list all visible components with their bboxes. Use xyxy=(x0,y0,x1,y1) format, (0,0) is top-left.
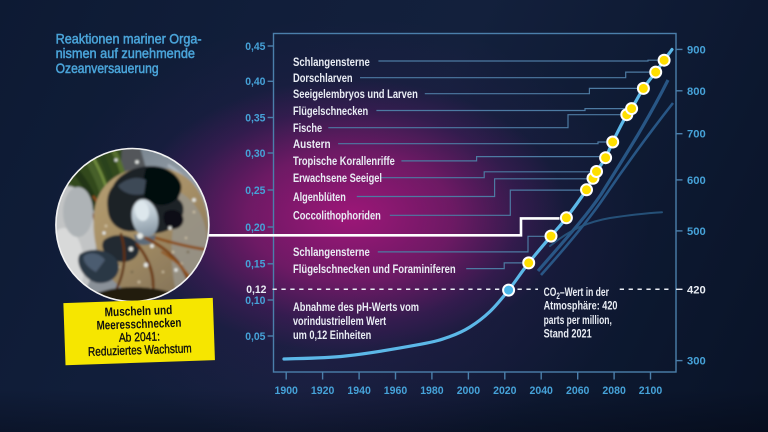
svg-text:CO2–Wert in der: CO2–Wert in der xyxy=(544,285,609,301)
svg-text:2040: 2040 xyxy=(530,385,553,397)
svg-text:300: 300 xyxy=(687,356,706,368)
svg-text:0,40: 0,40 xyxy=(245,76,265,88)
svg-text:Meeresschnecken: Meeresschnecken xyxy=(96,316,181,333)
svg-text:nismen auf zunehmende: nismen auf zunehmende xyxy=(56,46,195,61)
svg-text:1980: 1980 xyxy=(420,385,443,397)
svg-text:0,12: 0,12 xyxy=(246,284,266,296)
svg-text:420: 420 xyxy=(687,284,706,296)
svg-text:Flügelschnecken: Flügelschnecken xyxy=(293,104,368,118)
svg-text:Coccolithophoriden: Coccolithophoriden xyxy=(293,209,381,223)
svg-text:1920: 1920 xyxy=(311,385,334,397)
svg-text:2080: 2080 xyxy=(602,385,625,397)
svg-text:0,10: 0,10 xyxy=(245,295,265,307)
svg-text:parts per million,: parts per million, xyxy=(544,313,612,327)
svg-text:Abnahme des pH-Werts vom: Abnahme des pH-Werts vom xyxy=(293,300,419,314)
svg-text:Dorschlarven: Dorschlarven xyxy=(293,71,353,85)
svg-text:Ozeanversauerung: Ozeanversauerung xyxy=(56,61,159,76)
svg-text:800: 800 xyxy=(687,86,706,98)
svg-text:700: 700 xyxy=(687,129,706,141)
svg-text:500: 500 xyxy=(687,226,706,238)
svg-text:Muscheln und: Muscheln und xyxy=(104,303,172,319)
svg-text:1940: 1940 xyxy=(347,385,370,397)
svg-text:900: 900 xyxy=(687,44,706,56)
svg-text:2000: 2000 xyxy=(457,385,480,397)
svg-text:2060: 2060 xyxy=(566,385,589,397)
svg-text:1900: 1900 xyxy=(275,385,298,397)
svg-text:Atmosphäre: 420: Atmosphäre: 420 xyxy=(544,299,618,313)
svg-text:Ab 2041:: Ab 2041: xyxy=(119,329,161,344)
svg-text:0,35: 0,35 xyxy=(245,112,265,124)
svg-text:Schlangensterne: Schlangensterne xyxy=(293,55,370,69)
svg-text:Reduziertes Wachstum: Reduziertes Wachstum xyxy=(88,341,192,359)
svg-text:Stand 2021: Stand 2021 xyxy=(544,327,592,341)
svg-text:0,25: 0,25 xyxy=(245,185,265,197)
svg-text:vorindustriellem Wert: vorindustriellem Wert xyxy=(293,314,386,328)
svg-text:Schlangensterne: Schlangensterne xyxy=(293,245,370,259)
svg-text:0,15: 0,15 xyxy=(245,259,265,271)
svg-text:Reaktionen mariner Orga-: Reaktionen mariner Orga- xyxy=(56,32,202,47)
svg-text:0,20: 0,20 xyxy=(245,222,265,234)
svg-text:Austern: Austern xyxy=(293,137,331,151)
svg-text:600: 600 xyxy=(687,175,706,187)
svg-text:um 0,12 Einheiten: um 0,12 Einheiten xyxy=(293,328,371,342)
svg-text:Tropische Korallenriffe: Tropische Korallenriffe xyxy=(293,154,395,168)
svg-text:1960: 1960 xyxy=(384,385,407,397)
svg-text:Erwachsene Seeigel: Erwachsene Seeigel xyxy=(293,171,382,185)
svg-text:0,30: 0,30 xyxy=(245,148,265,160)
svg-text:Flügelschnecken und Foraminife: Flügelschnecken und Foraminiferen xyxy=(293,262,456,276)
svg-text:Fische: Fische xyxy=(293,121,322,135)
svg-text:2100: 2100 xyxy=(639,385,662,397)
svg-text:Seeigelembryos und Larven: Seeigelembryos und Larven xyxy=(293,87,418,101)
svg-text:Algenblüten: Algenblüten xyxy=(293,190,346,204)
svg-text:2020: 2020 xyxy=(493,385,516,397)
svg-text:0,05: 0,05 xyxy=(245,331,265,343)
svg-text:0,45: 0,45 xyxy=(245,41,265,53)
